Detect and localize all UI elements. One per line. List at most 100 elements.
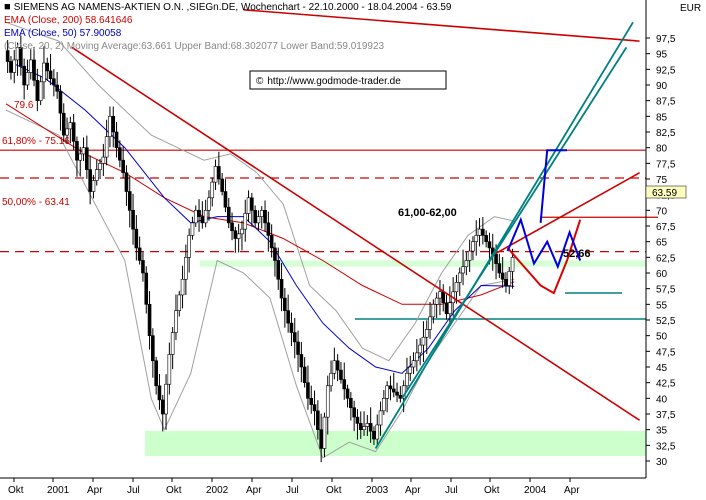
x-tick-label: 2002	[206, 485, 229, 496]
x-axis-ticks: Okt 2001 Apr Jul Okt 2002 Apr Jul Okt 2003 Apr Jul O…	[8, 478, 580, 496]
current-price-box	[645, 185, 687, 199]
candle-body	[497, 263, 502, 274]
x-tick-label: 2001	[47, 485, 70, 496]
price-candles	[5, 35, 515, 463]
candle-body	[177, 294, 182, 311]
candle-body	[507, 271, 512, 286]
candle-body	[144, 272, 149, 305]
candle-body	[448, 302, 452, 315]
candle-body	[134, 228, 139, 249]
highlight-zones	[145, 260, 646, 456]
candle-body	[121, 159, 125, 174]
candle-body	[141, 260, 145, 274]
candle-body	[345, 388, 350, 399]
candle-body	[329, 372, 333, 387]
candle-body	[131, 210, 135, 230]
y-tick-label: 65	[656, 238, 668, 249]
candle-body	[35, 80, 40, 101]
candle-body	[415, 352, 419, 362]
candle-body	[510, 257, 515, 272]
candle-body	[352, 407, 356, 418]
candle-body	[302, 366, 307, 383]
candle-body	[147, 304, 152, 336]
candle-body	[309, 398, 314, 405]
candle-body	[322, 416, 327, 449]
candle-body	[220, 178, 224, 192]
support-zone	[145, 430, 646, 456]
candle-body	[250, 197, 254, 211]
candle-body	[75, 141, 79, 161]
candle-body	[230, 222, 234, 232]
candle-body	[167, 354, 172, 385]
candle-body	[210, 181, 215, 199]
candle-body	[246, 197, 251, 214]
y-axis-ticks: 30 32,5 35 37,5 40 42,5 45 47,5 50 52,5 55 57,5 60 62…	[646, 34, 676, 468]
trendline-4	[401, 46, 628, 399]
candle-body	[164, 383, 168, 415]
candle-body	[441, 291, 446, 304]
y-tick-label: 77,5	[656, 159, 676, 170]
candle-body	[365, 423, 370, 427]
annotation-resistance-range: 61,00-62,00	[398, 207, 457, 219]
candle-body	[78, 153, 83, 161]
candle-body	[362, 426, 366, 430]
candle-body	[418, 344, 422, 354]
candle-body	[12, 59, 17, 73]
y-tick-label: 80	[656, 144, 668, 155]
candle-body	[388, 385, 393, 390]
trendline-1	[243, 9, 640, 42]
legend-ema50: EMA (Close, 50) 57.90058	[4, 28, 122, 39]
candle-body	[45, 62, 50, 72]
candle-body	[114, 131, 119, 148]
candle-body	[424, 329, 429, 338]
y-tick-label: 62,5	[656, 253, 676, 264]
candle-body	[276, 260, 281, 280]
candle-body	[461, 266, 465, 274]
currency-label: EUR	[680, 3, 701, 14]
candle-body	[296, 341, 300, 355]
candle-body	[28, 59, 33, 73]
candle-body	[108, 116, 112, 138]
y-tick-label: 87,5	[656, 97, 676, 108]
candle-body	[487, 241, 492, 249]
candle-body	[197, 210, 201, 217]
candle-body	[154, 360, 158, 387]
y-tick-label: 75	[656, 175, 668, 186]
y-tick-label: 60	[656, 269, 668, 280]
current-price-label: 63.59	[652, 188, 677, 199]
legend-ema200: EMA (Close, 200) 58.641646	[4, 15, 133, 26]
candle-body	[269, 235, 274, 249]
candle-body	[332, 360, 337, 374]
candle-body	[170, 332, 175, 355]
candle-body	[101, 156, 106, 164]
candle-body	[325, 385, 330, 418]
candle-body	[444, 302, 449, 315]
candle-body	[233, 230, 238, 239]
y-tick-label: 70	[656, 206, 668, 217]
candle-body	[306, 382, 310, 399]
x-tick-label: Apr	[246, 485, 262, 496]
candle-body	[111, 116, 116, 133]
candle-body	[385, 385, 389, 399]
candle-body	[253, 210, 257, 224]
candle-body	[484, 235, 488, 242]
candle-body	[68, 122, 73, 130]
trendline-2	[494, 172, 640, 255]
candle-body	[431, 304, 436, 318]
candle-body	[207, 197, 211, 211]
candle-body	[292, 332, 297, 343]
trendline-0	[71, 46, 641, 421]
candle-body	[187, 235, 191, 258]
candle-body	[25, 72, 30, 86]
candle-body	[137, 247, 142, 261]
scenario-projections	[506, 149, 582, 295]
candle-body	[91, 180, 96, 192]
candle-body	[263, 210, 267, 224]
candle-body	[467, 250, 472, 261]
candle-body	[421, 336, 426, 346]
x-tick-label: Apr	[405, 485, 421, 496]
candle-body	[118, 147, 122, 161]
candle-body	[339, 369, 343, 380]
chart-title: ■ SIEMENS AG NAMENS-AKTIEN O.N. ,SIEGn.D…	[4, 1, 452, 13]
candle-body	[5, 50, 10, 62]
